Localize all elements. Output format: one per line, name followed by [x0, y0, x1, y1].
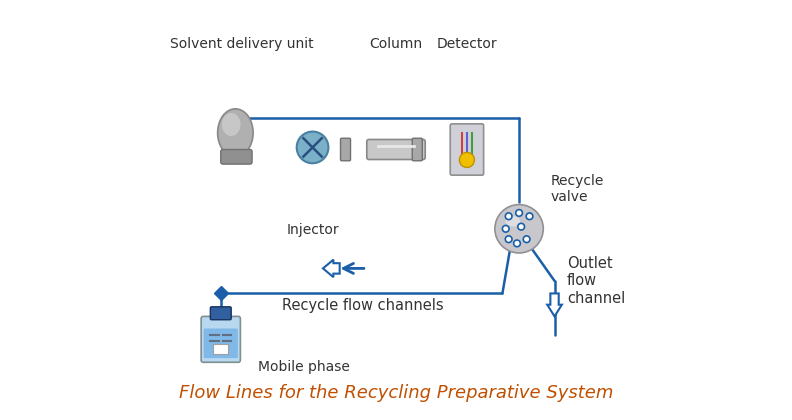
- Circle shape: [518, 223, 524, 230]
- FancyBboxPatch shape: [413, 138, 422, 161]
- FancyBboxPatch shape: [211, 307, 231, 320]
- Circle shape: [505, 213, 512, 220]
- Circle shape: [514, 240, 520, 247]
- Circle shape: [516, 210, 523, 216]
- Circle shape: [505, 236, 512, 242]
- Text: Recycle
valve: Recycle valve: [550, 174, 604, 204]
- FancyBboxPatch shape: [201, 316, 241, 362]
- Text: Column: Column: [369, 37, 423, 52]
- FancyArrow shape: [323, 260, 340, 277]
- Circle shape: [297, 131, 329, 163]
- Text: Recycle flow channels: Recycle flow channels: [282, 298, 444, 312]
- Text: Mobile phase: Mobile phase: [258, 360, 350, 374]
- Text: Flow Lines for the Recycling Preparative System: Flow Lines for the Recycling Preparative…: [179, 384, 613, 402]
- Ellipse shape: [505, 216, 520, 226]
- FancyBboxPatch shape: [367, 139, 425, 160]
- FancyBboxPatch shape: [450, 124, 484, 175]
- FancyArrow shape: [547, 294, 562, 316]
- Text: Outlet
flow
channel: Outlet flow channel: [567, 256, 626, 306]
- Text: Injector: Injector: [286, 223, 339, 236]
- FancyBboxPatch shape: [204, 328, 238, 358]
- Circle shape: [526, 213, 533, 220]
- Circle shape: [502, 226, 509, 232]
- Circle shape: [459, 152, 474, 168]
- FancyBboxPatch shape: [341, 138, 351, 161]
- Circle shape: [524, 236, 530, 242]
- Text: Solvent delivery unit: Solvent delivery unit: [169, 37, 314, 52]
- Ellipse shape: [218, 109, 253, 157]
- Circle shape: [495, 205, 543, 253]
- FancyBboxPatch shape: [221, 150, 252, 164]
- Bar: [213, 344, 228, 354]
- Text: Detector: Detector: [436, 37, 497, 52]
- Ellipse shape: [222, 113, 241, 136]
